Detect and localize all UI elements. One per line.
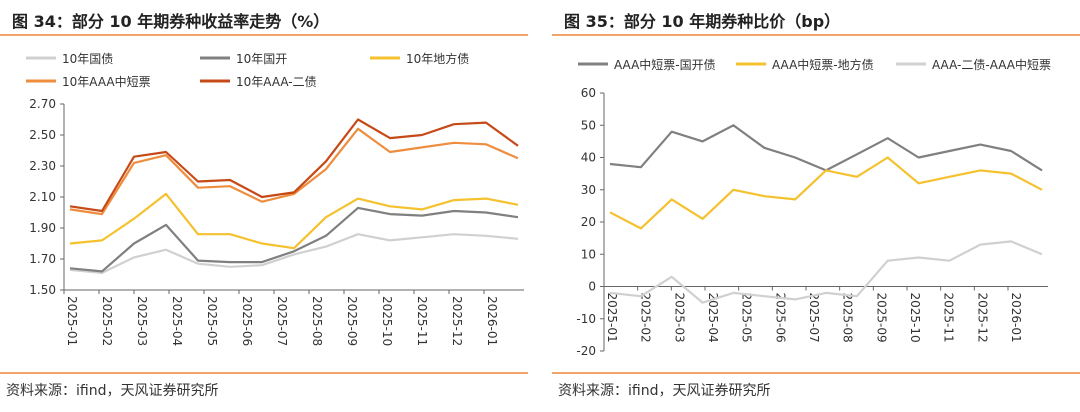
x-tick-label: 2025-04 [170, 296, 184, 346]
y-tick-label: 1.70 [29, 252, 56, 266]
y-tick-label: 20 [581, 215, 596, 229]
y-tick-label: 60 [581, 86, 596, 100]
x-tick-label: 2025-12 [975, 293, 989, 343]
x-tick-label: 2025-02 [639, 293, 653, 343]
source-note: 资料来源：ifind，天风证券研究所 [6, 383, 219, 399]
y-tick-label: 30 [581, 183, 596, 197]
legend-label: 10年地方债 [406, 51, 469, 66]
x-tick-label: 2025-07 [275, 296, 289, 346]
x-tick-label: 2025-08 [310, 296, 324, 346]
x-tick-label: 2025-06 [240, 296, 254, 346]
y-tick-label: 50 [581, 118, 596, 132]
y-tick-label: 2.50 [29, 128, 56, 142]
chart-title: 图 35：部分 10 年期券种比价（bp） [564, 12, 841, 31]
x-tick-label: 2025-03 [672, 293, 686, 343]
series-line [69, 192, 519, 250]
source-divider [552, 372, 1080, 374]
x-tick-label: 2025-03 [135, 296, 149, 346]
x-tick-label: 2025-05 [740, 293, 754, 343]
legend-label: 10年国债 [62, 52, 113, 66]
x-tick-label: 2026-01 [1009, 293, 1023, 343]
legend-label: AAA中短票-国开债 [614, 57, 716, 72]
series-line [69, 206, 519, 273]
title-divider [0, 34, 528, 36]
y-tick-label: 40 [581, 151, 596, 165]
x-tick-label: 2025-01 [605, 293, 619, 343]
y-tick-label: 10 [581, 247, 596, 261]
x-tick-label: 2026-01 [485, 296, 499, 346]
yield-chart: 1.50 1.70 1.90 2.10 2.30 2.50 2.70 2025-01 2025-… [26, 51, 524, 346]
x-tick-label: 2025-11 [942, 293, 956, 343]
x-tick-label: 2025-05 [205, 296, 219, 346]
y-tick-label: 1.90 [29, 221, 56, 235]
x-tick-label: 2025-12 [450, 296, 464, 346]
source-divider [0, 372, 528, 374]
series-line [609, 156, 1043, 230]
x-tick-label: 2025-08 [841, 293, 855, 343]
y-tick-label: 0 [588, 280, 596, 294]
x-tick-label: 2025-09 [874, 293, 888, 343]
chart-panel-yield: 图 34：部分 10 年期券种收益率走势（%） 1.50 1.70 1.90 2.10… [0, 0, 528, 412]
x-tick-label: 2025-04 [706, 293, 720, 343]
y-tick-label: 2.70 [29, 97, 56, 111]
y-tick-label: 1.50 [29, 283, 56, 297]
x-tick-label: 2025-07 [807, 293, 821, 343]
x-tick-label: 2025-09 [345, 296, 359, 346]
legend-label: 10年AAA中短票 [62, 74, 151, 89]
legend-label: 10年AAA-二债 [236, 75, 317, 89]
x-tick-label: 2025-10 [380, 296, 394, 346]
source-note: 资料来源：ifind，天风证券研究所 [558, 383, 771, 399]
x-tick-label: 2025-11 [415, 296, 429, 346]
x-tick-label: 2025-10 [908, 293, 922, 343]
x-tick-label: 2025-01 [65, 296, 79, 346]
spread-chart: -20 -10 0 10 20 30 40 50 60 2025-01 2025-02 2025-03… [576, 57, 1051, 358]
y-tick-label: -10 [576, 312, 596, 326]
legend-label: 10年国开 [236, 52, 287, 66]
legend-label: AAA中短票-地方债 [772, 57, 874, 72]
series-line [609, 124, 1043, 172]
title-divider [552, 34, 1080, 36]
x-tick-label: 2025-02 [100, 296, 114, 346]
chart-panel-spread: 图 35：部分 10 年期券种比价（bp） -20 -10 0 10 20 30 40 50 6… [552, 0, 1080, 412]
y-tick-label: 2.10 [29, 190, 56, 204]
series-line [609, 240, 1043, 304]
legend-label: AAA-二债-AAA中短票 [932, 57, 1051, 72]
x-tick-label: 2025-06 [773, 293, 787, 343]
series-line [69, 118, 519, 213]
y-tick-label: 2.30 [29, 159, 56, 173]
series-line [69, 233, 519, 274]
chart-title: 图 34：部分 10 年期券种收益率走势（%） [12, 12, 330, 31]
y-tick-label: -20 [576, 344, 596, 358]
series-line [69, 127, 519, 216]
